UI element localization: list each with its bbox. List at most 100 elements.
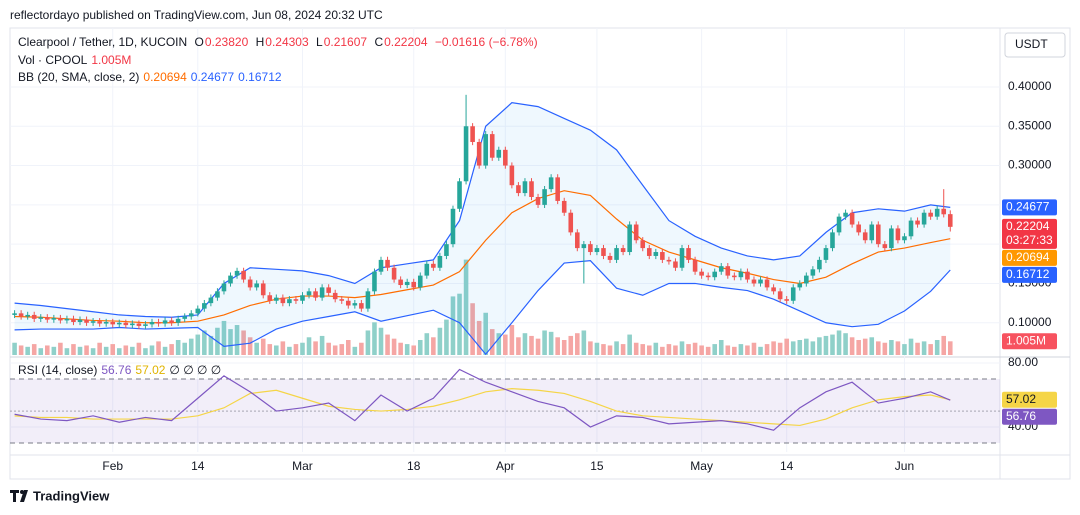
volume-bar: [326, 342, 331, 355]
volume-bar: [359, 342, 364, 355]
candle-body: [928, 212, 933, 217]
candle-body: [404, 281, 410, 286]
volume-bar: [777, 342, 783, 355]
candle-body: [234, 270, 240, 276]
candle-body: [378, 259, 384, 272]
candle-body: [620, 248, 626, 253]
price-badge-label: 0.20694: [1006, 250, 1050, 264]
legend-vol: Vol · CPOOL 1.005M: [18, 53, 135, 67]
candle-body: [470, 126, 475, 142]
candle-body: [588, 244, 593, 253]
overlay-line: [14, 260, 951, 355]
volume-bar: [764, 344, 770, 355]
volume-bar: [758, 346, 763, 355]
candle-body: [254, 283, 259, 288]
volume-bar: [411, 345, 417, 355]
price-badge-label: 57.02: [1006, 392, 1036, 406]
candle-body: [869, 224, 875, 241]
volume-bar: [267, 344, 273, 355]
y-tick-label: 0.10000: [1008, 315, 1052, 329]
volume-bar: [947, 341, 953, 355]
published: reflectordayo published on TradingView.c…: [10, 8, 383, 22]
volume-bar: [51, 346, 57, 355]
candle-body: [97, 321, 102, 324]
volume-bar: [745, 345, 750, 355]
price-pane: [12, 94, 953, 355]
bb-lower: 0.16712: [238, 70, 282, 84]
l: 0.21607: [323, 35, 368, 49]
candle-body: [751, 279, 757, 284]
volume-bar: [162, 346, 168, 355]
currency-box[interactable]: [1004, 32, 1066, 58]
volume-bar: [97, 342, 102, 355]
candle-body: [705, 275, 711, 278]
candle-body: [745, 271, 750, 280]
candle-body: [601, 248, 606, 256]
candle-body: [535, 197, 541, 205]
candle-body: [915, 220, 920, 225]
volume-bar: [640, 344, 646, 355]
volume-bar: [817, 337, 822, 355]
volume-bar: [699, 345, 704, 355]
candle-body: [934, 208, 940, 217]
c-label: C: [374, 35, 384, 49]
candle-body: [143, 324, 148, 326]
price-badge: [1002, 199, 1057, 216]
price-badge-label: 0.22204: [1006, 219, 1050, 233]
candle-body: [195, 308, 201, 314]
volume-bar: [790, 341, 796, 355]
volume-bar: [234, 325, 240, 355]
volume-bar: [869, 337, 875, 355]
candle-body: [509, 165, 515, 186]
volume-bar: [646, 345, 652, 355]
candle-body: [411, 281, 417, 288]
candle-body: [941, 208, 947, 215]
volume-bar: [823, 335, 829, 355]
candle-body: [529, 181, 534, 198]
volume-bar: [542, 330, 547, 355]
volume-bar: [516, 337, 521, 355]
candle-body: [882, 244, 888, 249]
candle-body: [627, 224, 632, 253]
volume-bar: [849, 337, 855, 355]
candle-body: [594, 248, 600, 253]
volume-bar: [156, 341, 161, 355]
candle-body: [804, 275, 809, 284]
candle-body: [614, 248, 619, 260]
c: 0.22204: [384, 35, 428, 49]
candle-body: [522, 181, 528, 194]
volume-bar: [450, 296, 456, 355]
o: 0.23820: [204, 35, 249, 49]
x-tick-label: 18: [407, 459, 421, 473]
volume-bar: [398, 342, 403, 355]
volume-bar: [836, 330, 842, 355]
candle-body: [699, 271, 704, 276]
candle-body: [359, 303, 364, 309]
volume-bar: [653, 342, 659, 355]
candle-body: [58, 318, 63, 321]
candle-body: [463, 126, 469, 182]
candle-body: [568, 212, 574, 233]
candle-body: [228, 275, 233, 284]
candle-body: [260, 283, 266, 296]
frame: [9, 27, 1071, 480]
volume-bar: [202, 330, 207, 355]
volume-bar: [103, 346, 109, 355]
candle-body: [686, 248, 691, 260]
volume-bar: [437, 327, 443, 355]
candle-body: [633, 224, 639, 241]
band-fill: [14, 102, 951, 355]
volume-bar: [444, 319, 449, 355]
l-label: L: [316, 35, 323, 49]
candle-body: [640, 240, 646, 249]
volume-bar: [725, 345, 731, 355]
candle-body: [666, 259, 672, 262]
volume-bar: [77, 346, 83, 355]
price-badge-label: 0.16712: [1006, 267, 1050, 281]
volume-bar: [614, 341, 619, 355]
volume-bar: [58, 342, 63, 355]
volume-bar: [293, 344, 299, 355]
volume-bar: [280, 341, 286, 355]
candle-body: [221, 283, 227, 292]
candle-body: [365, 291, 371, 309]
